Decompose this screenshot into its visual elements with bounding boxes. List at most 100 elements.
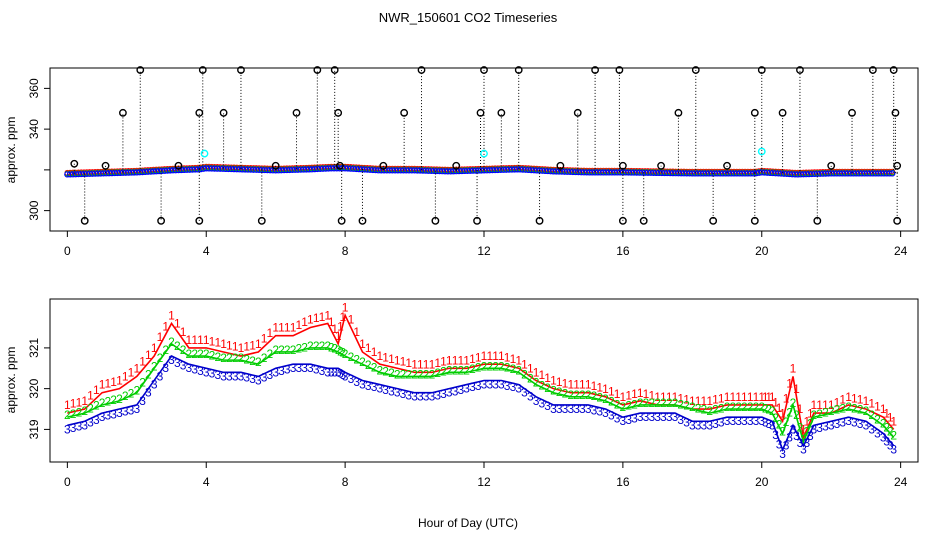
series-2-marker: 2 <box>353 352 360 366</box>
series-3-marker: 3 <box>851 416 858 430</box>
series-2-marker: 2 <box>790 396 797 410</box>
spike-low-point <box>358 216 367 225</box>
series-1-marker: 1 <box>851 391 858 405</box>
series-1-marker: 1 <box>348 313 355 327</box>
bottom-y-tick-label: 321 <box>27 338 41 358</box>
series-1-marker: 1 <box>556 375 563 389</box>
series-2-marker: 2 <box>87 401 94 415</box>
series-2-marker: 2 <box>301 340 308 354</box>
series-1-marker: 1 <box>695 394 702 408</box>
series-3-marker: 3 <box>637 410 644 424</box>
series-3-marker: 3 <box>887 439 894 453</box>
series-1-marker: 1 <box>498 349 505 363</box>
spike-low-point <box>80 216 89 225</box>
bottom-x-tick-label: 20 <box>755 475 769 489</box>
series-3-marker: 3 <box>701 418 708 432</box>
series-3-marker: 3 <box>718 416 725 430</box>
series-1-marker: 1 <box>845 390 852 404</box>
series-1-marker: 1 <box>608 385 615 399</box>
series-1-marker: 1 <box>232 340 239 354</box>
series-2-marker: 2 <box>839 401 846 415</box>
series-2-marker: 2 <box>337 344 344 358</box>
series-3-marker: 3 <box>463 382 470 396</box>
bottom-x-tick-label: 8 <box>342 475 349 489</box>
series-1-marker: 1 <box>313 311 320 325</box>
series-2-marker: 2 <box>758 400 765 414</box>
spike-high-point <box>573 108 582 117</box>
series-3-marker: 3 <box>405 388 412 402</box>
series-2-marker: 2 <box>174 339 181 353</box>
series-1-marker: 1 <box>527 361 534 375</box>
series-3-marker: 3 <box>834 417 841 431</box>
series-2-marker: 2 <box>359 355 366 369</box>
series-2-marker: 2 <box>331 342 338 356</box>
series-1-marker: 1 <box>151 341 158 355</box>
series-1-marker: 1 <box>776 401 783 415</box>
series-2-marker: 2 <box>689 400 696 414</box>
series-2-marker: 2 <box>579 388 586 402</box>
series-2-marker: 2 <box>602 392 609 406</box>
series-3-marker: 3 <box>783 439 790 453</box>
series-1-marker: 1 <box>209 334 216 348</box>
series-1-marker: 1 <box>643 387 650 401</box>
spike-high-point <box>514 66 523 74</box>
series-2-marker: 2 <box>324 339 331 353</box>
series-1-marker: 1 <box>319 310 326 324</box>
series-3-marker: 3 <box>822 420 829 434</box>
series-3-marker: 3 <box>776 437 783 451</box>
series-1-marker: 1 <box>874 399 881 413</box>
series-2-marker: 2 <box>735 400 742 414</box>
series-1-marker: 1 <box>64 398 71 412</box>
series-2-marker: 2 <box>342 347 349 361</box>
series-3-marker: 3 <box>533 394 540 408</box>
series-3-marker: 3 <box>81 418 88 432</box>
series-1-marker: 1 <box>863 394 870 408</box>
series-1-marker: 1 <box>93 383 100 397</box>
series-2-marker: 2 <box>786 405 793 419</box>
bottom-y-tick-label: 319 <box>27 419 41 439</box>
series-3-marker: 3 <box>157 369 164 383</box>
series-1-marker: 1 <box>887 410 894 424</box>
series-3-marker: 3 <box>527 390 534 404</box>
series-2-marker: 2 <box>394 367 401 381</box>
top-plot-frame <box>49 67 919 232</box>
series-1-marker: 1 <box>376 349 383 363</box>
series-1-marker: 1 <box>620 390 627 404</box>
series-1-marker: 1 <box>834 395 841 409</box>
series-2-marker: 2 <box>486 359 493 373</box>
series-1-marker: 1 <box>331 322 338 336</box>
series-2-marker: 2 <box>741 400 748 414</box>
series-3-marker: 3 <box>712 417 719 431</box>
series-3-marker: 3 <box>706 418 713 432</box>
series-3-marker: 3 <box>319 364 326 378</box>
spike-high-point <box>480 66 488 74</box>
series-3-marker: 3 <box>284 363 291 377</box>
series-3-marker: 3 <box>232 369 239 383</box>
series-1-marker: 1 <box>625 389 632 403</box>
series-2-marker: 2 <box>677 397 684 411</box>
spike-low-point <box>257 216 266 225</box>
series-1-marker: 1 <box>515 353 522 367</box>
series-1-marker: 1 <box>747 390 754 404</box>
series-1-marker: 1 <box>168 308 175 322</box>
spike-high-point <box>674 108 683 117</box>
spike-high-point <box>591 66 600 74</box>
top-x-tick-label: 20 <box>755 244 769 258</box>
spike-high-point <box>452 161 461 170</box>
series-2-marker: 2 <box>162 343 169 357</box>
series-2-marker: 2 <box>765 403 772 417</box>
series-1-marker: 1 <box>712 393 719 407</box>
series-2-marker: 2 <box>510 362 517 376</box>
spike-high-point <box>292 108 301 117</box>
series-2-marker: 2 <box>724 400 731 414</box>
series-2-marker: 2 <box>226 351 233 365</box>
series-2-marker: 2 <box>783 415 790 429</box>
series-3-marker: 3 <box>816 421 823 435</box>
series-3-marker: 3 <box>625 413 632 427</box>
series-2-marker: 2 <box>339 346 346 360</box>
series-1-marker: 1 <box>614 387 621 401</box>
series-2-marker: 2 <box>313 339 320 353</box>
spike-high-point <box>198 66 207 74</box>
series-3-marker: 3 <box>762 416 769 430</box>
series-3-marker: 3 <box>807 429 814 443</box>
